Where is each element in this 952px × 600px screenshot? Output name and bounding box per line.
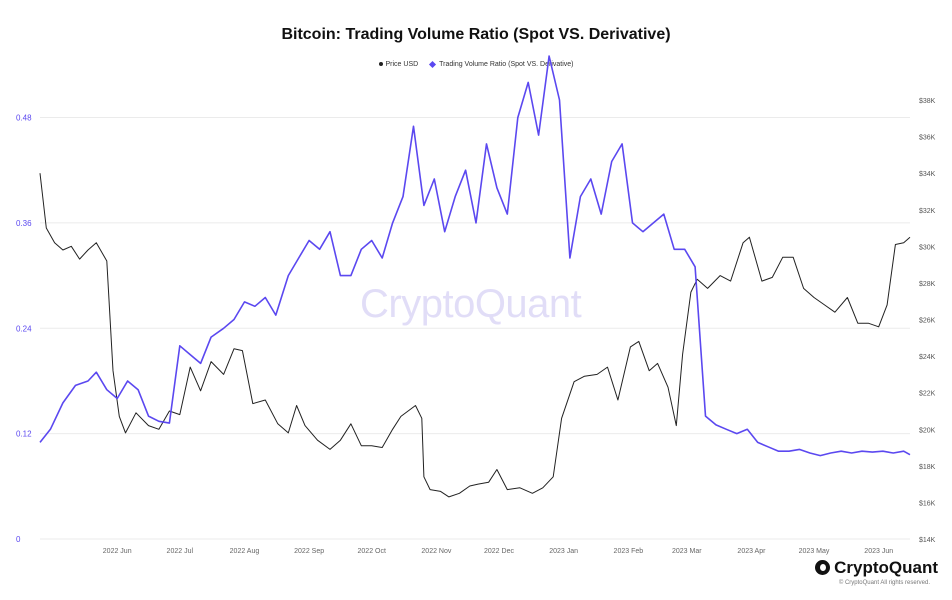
x-tick-label: 2023 Jan (549, 548, 578, 555)
brand-logo-text: CryptoQuant (834, 558, 938, 577)
x-tick-label: 2023 Mar (672, 548, 702, 555)
right-tick-label: $32K (919, 208, 936, 215)
left-tick-label: 0.12 (16, 430, 32, 439)
right-tick-label: $16K (919, 500, 936, 507)
right-tick-label: $26K (919, 318, 936, 325)
series-line-ratio (39, 55, 911, 457)
legend-label-price: Price USD (385, 61, 419, 68)
x-tick-label: 2023 May (799, 548, 830, 555)
copyright-text: © CryptoQuant All rights reserved. (838, 580, 930, 586)
left-tick-label: 0.48 (16, 114, 32, 123)
right-tick-label: $14K (919, 537, 936, 544)
right-tick-label: $34K (919, 171, 936, 178)
x-tick-label: 2022 Aug (230, 548, 260, 555)
x-tick-label: 2022 Jun (103, 548, 132, 555)
right-tick-label: $36K (919, 135, 936, 142)
left-tick-label: 0.24 (16, 324, 32, 333)
series-layer (39, 55, 911, 498)
series-line-price (39, 173, 911, 498)
x-tick-label: 2023 Jun (864, 548, 893, 555)
right-tick-label: $20K (919, 427, 936, 434)
chart-grid (40, 117, 910, 540)
legend-dot-icon (378, 62, 383, 67)
right-tick-label: $28K (919, 281, 936, 288)
right-tick-label: $38K (919, 98, 936, 105)
x-tick-label: 2022 Dec (484, 548, 514, 555)
legend-label-ratio: Trading Volume Ratio (Spot VS. Derivativ… (439, 61, 574, 68)
right-tick-label: $22K (919, 391, 936, 398)
x-tick-label: 2022 Oct (358, 548, 386, 555)
right-tick-label: $18K (919, 464, 936, 471)
chart-legend: Price USD Trading Volume Ratio (Spot VS.… (0, 60, 952, 68)
legend-item-price[interactable]: Price USD (378, 61, 419, 68)
x-axis-ticks: 2022 Jun 2022 Jul 2022 Aug 2022 Sep 2022 Oct… (103, 548, 893, 555)
chart-title: Bitcoin: Trading Volume Ratio (Spot VS. … (281, 26, 671, 43)
right-tick-label: $24K (919, 354, 936, 361)
right-axis-ticks: $14K $16K $18K $20K $22K $24K $26K $28K $30K $32K… (919, 98, 936, 544)
x-tick-label: 2023 Apr (737, 548, 766, 555)
x-tick-label: 2023 Feb (614, 548, 644, 555)
right-tick-label: $30K (919, 244, 936, 251)
left-tick-label: 0.36 (16, 219, 32, 228)
left-axis-ticks: 0 0.12 0.24 0.36 0.48 (16, 114, 32, 544)
left-tick-label: 0 (16, 535, 21, 544)
watermark: CryptoQuant (360, 282, 582, 326)
x-tick-label: 2022 Nov (421, 548, 451, 555)
x-tick-label: 2022 Jul (167, 548, 194, 555)
x-tick-label: 2022 Sep (294, 548, 324, 555)
cryptoquant-logo-icon (815, 560, 831, 575)
brand-logo: CryptoQuant (815, 558, 938, 578)
legend-item-ratio[interactable]: Trading Volume Ratio (Spot VS. Derivativ… (429, 60, 574, 68)
